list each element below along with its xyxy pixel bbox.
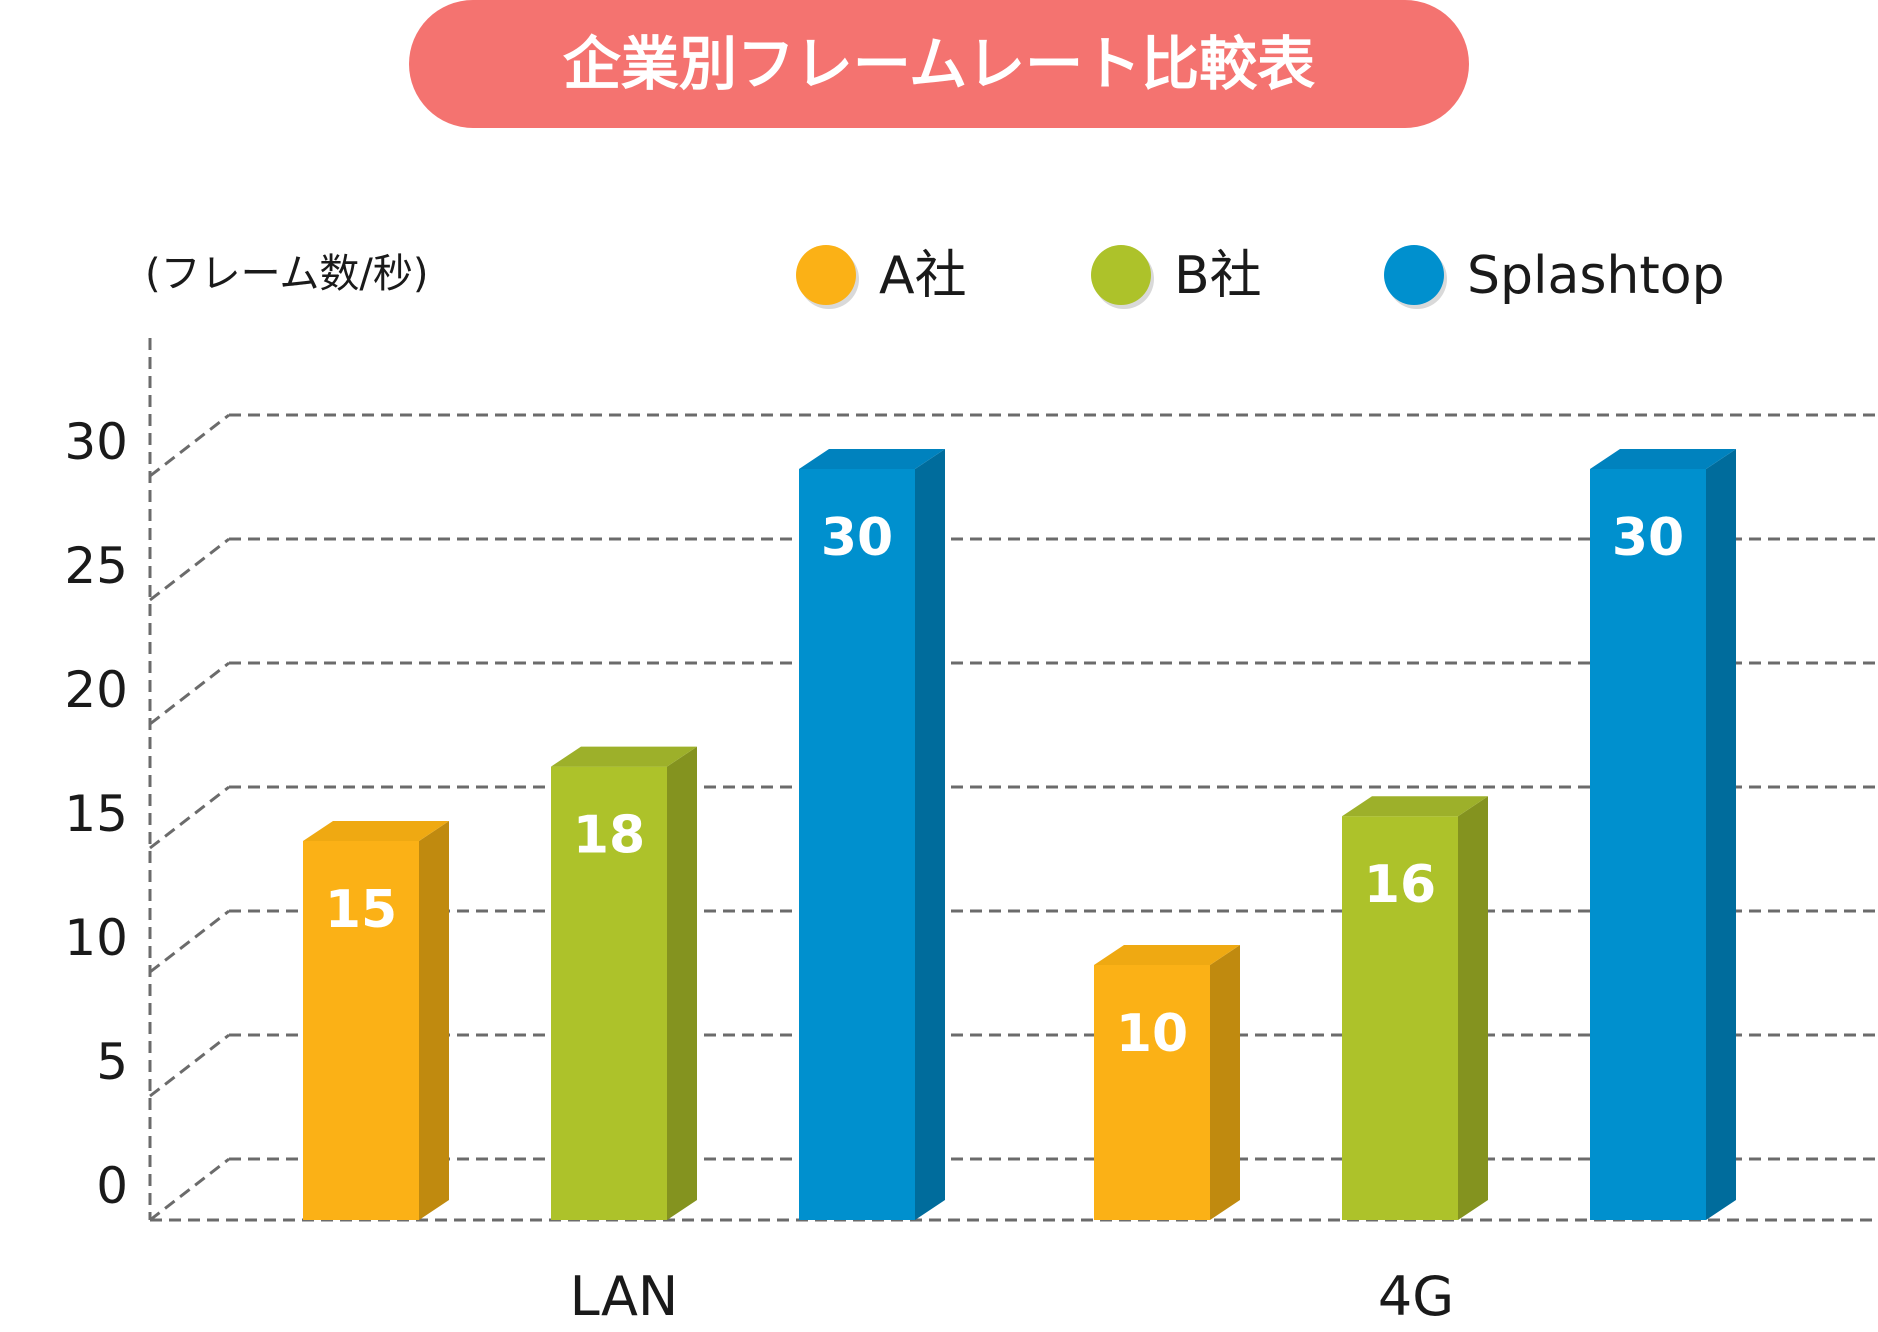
bar-Splashtop-4G: 30 xyxy=(1590,449,1736,1220)
y-tick-label: 0 xyxy=(96,1157,128,1215)
grid-diagonal xyxy=(149,1033,230,1098)
bar-side xyxy=(915,449,945,1220)
bar-side xyxy=(1706,449,1736,1220)
y-tick-label: 15 xyxy=(64,785,128,843)
grid-diagonal xyxy=(149,1157,230,1222)
chart-title: 企業別フレームレート比較表 xyxy=(563,30,1315,98)
bar-top xyxy=(1590,449,1736,469)
grid-diagonal xyxy=(149,537,230,602)
x-axis-ticks: LAN 4G xyxy=(570,1265,1454,1328)
grid-diagonal xyxy=(149,661,230,726)
bar-side xyxy=(1210,945,1240,1220)
legend-label: B社 xyxy=(1174,246,1262,306)
legend: A社 B社 Splashtop xyxy=(796,245,1725,309)
bar-value-label: 15 xyxy=(325,880,397,940)
bar-value-label: 30 xyxy=(821,508,893,568)
y-tick-label: 25 xyxy=(64,537,128,595)
y-tick-label: 10 xyxy=(64,909,128,967)
bar-Splashtop-LAN: 30 xyxy=(799,449,945,1220)
grid-diagonal xyxy=(149,413,230,478)
legend-item: A社 xyxy=(796,245,967,309)
bar-front xyxy=(1094,965,1210,1220)
legend-marker xyxy=(796,245,856,305)
bar-side xyxy=(419,821,449,1220)
bar-front xyxy=(1342,816,1458,1220)
legend-item: B社 xyxy=(1091,245,1262,309)
bar-side xyxy=(1458,796,1488,1220)
bar-B社-4G: 16 xyxy=(1342,796,1488,1220)
grid-diagonal xyxy=(149,785,230,850)
bar-value-label: 10 xyxy=(1116,1004,1188,1064)
chart-title-banner: 企業別フレームレート比較表 xyxy=(409,0,1469,128)
bar-A社-4G: 10 xyxy=(1094,945,1240,1220)
bar-A社-LAN: 15 xyxy=(303,821,449,1220)
legend-marker xyxy=(1384,245,1444,305)
bar-front xyxy=(551,766,667,1220)
bar-front xyxy=(303,841,419,1220)
legend-marker xyxy=(1091,245,1151,305)
bar-top xyxy=(551,746,697,767)
bar-front xyxy=(799,469,915,1220)
bar-top xyxy=(1342,796,1488,817)
bar-value-label: 30 xyxy=(1612,508,1684,568)
grid-diagonal xyxy=(149,909,230,974)
y-axis-ticks: 0 5 10 15 20 25 30 xyxy=(64,413,128,1215)
x-tick-label: LAN xyxy=(570,1265,679,1328)
title-background xyxy=(409,0,1469,128)
y-tick-label: 20 xyxy=(64,661,128,719)
y-tick-label: 5 xyxy=(96,1033,128,1091)
x-tick-label: 4G xyxy=(1378,1265,1454,1328)
bars: 15 18 30 10 16 30 xyxy=(303,449,1736,1220)
y-axis-label: (フレーム数/秒) xyxy=(145,251,429,297)
bar-B社-LAN: 18 xyxy=(551,746,697,1220)
bar-top xyxy=(799,449,945,469)
legend-label: A社 xyxy=(879,246,967,306)
legend-item: Splashtop xyxy=(1384,245,1725,309)
bar-side xyxy=(667,746,697,1220)
bar-top xyxy=(303,821,449,841)
y-tick-label: 30 xyxy=(64,413,128,471)
bar-value-label: 16 xyxy=(1364,855,1436,915)
bar-top xyxy=(1094,945,1240,965)
bar-front xyxy=(1590,469,1706,1220)
legend-label: Splashtop xyxy=(1467,246,1725,306)
bar-value-label: 18 xyxy=(573,806,645,866)
